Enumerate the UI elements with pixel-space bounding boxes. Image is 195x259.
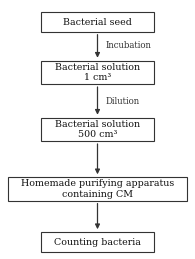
Text: Counting bacteria: Counting bacteria [54,238,141,247]
Text: Bacterial solution
500 cm³: Bacterial solution 500 cm³ [55,120,140,139]
FancyBboxPatch shape [8,177,187,201]
FancyBboxPatch shape [41,233,154,252]
Text: Incubation: Incubation [105,41,151,50]
FancyBboxPatch shape [41,61,154,84]
Text: Bacterial solution
1 cm³: Bacterial solution 1 cm³ [55,63,140,82]
Text: Bacterial seed: Bacterial seed [63,18,132,26]
Text: Dilution: Dilution [105,97,139,105]
Text: Homemade purifying apparatus
containing CM: Homemade purifying apparatus containing … [21,179,174,199]
FancyBboxPatch shape [41,118,154,141]
FancyBboxPatch shape [41,12,154,32]
